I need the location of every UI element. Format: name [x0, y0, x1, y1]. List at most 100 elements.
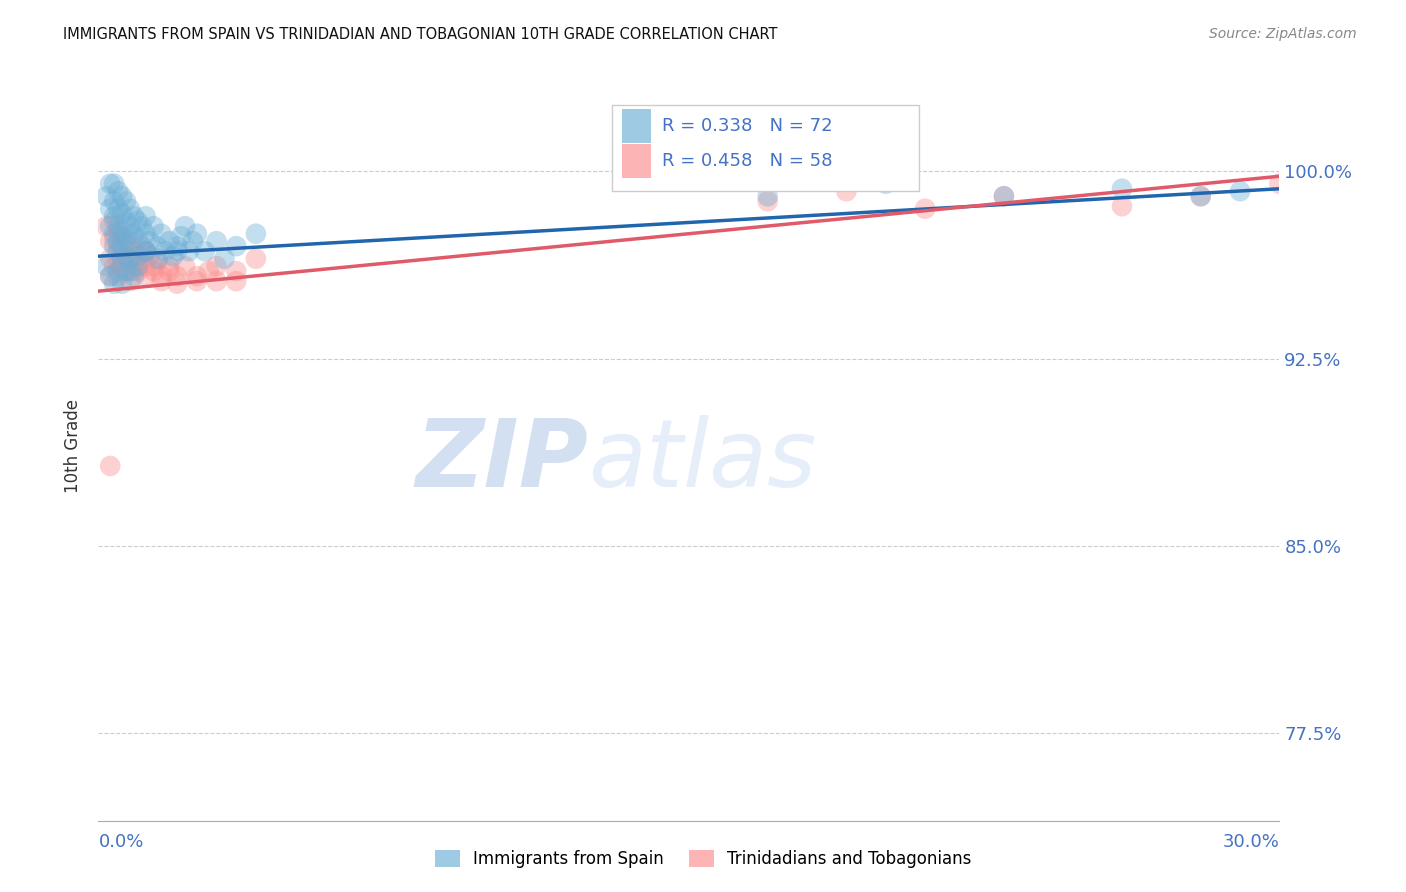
Point — [98, 269, 121, 284]
Point — [98, 252, 121, 266]
Point — [122, 269, 145, 284]
Text: Source: ZipAtlas.com: Source: ZipAtlas.com — [1209, 27, 1357, 41]
Point — [115, 264, 138, 278]
Point — [111, 259, 134, 273]
Point — [225, 239, 247, 253]
Point — [177, 244, 200, 259]
Point — [142, 219, 165, 234]
Point — [98, 458, 121, 473]
Point — [107, 234, 129, 248]
Point — [194, 244, 217, 259]
Point — [96, 259, 118, 273]
Point — [205, 274, 228, 288]
Point — [135, 244, 157, 259]
Point — [115, 194, 138, 209]
Point — [98, 269, 121, 284]
Text: ZIP: ZIP — [416, 415, 589, 507]
Point — [122, 227, 145, 241]
Point — [150, 227, 173, 241]
Point — [127, 259, 149, 273]
Point — [1229, 184, 1251, 198]
Point — [135, 269, 157, 284]
Point — [103, 239, 125, 253]
Point — [98, 202, 121, 216]
Point — [107, 202, 129, 216]
Point — [98, 177, 121, 191]
Point — [107, 257, 129, 271]
FancyBboxPatch shape — [621, 109, 651, 143]
Point — [166, 244, 188, 259]
Point — [186, 274, 208, 288]
Point — [118, 219, 141, 234]
FancyBboxPatch shape — [621, 145, 651, 178]
Point — [115, 249, 138, 263]
Point — [107, 244, 129, 259]
Point — [111, 239, 134, 253]
Point — [135, 259, 157, 273]
Point — [205, 259, 228, 273]
Point — [205, 234, 228, 248]
Point — [103, 232, 125, 246]
Point — [756, 194, 779, 209]
Point — [174, 219, 197, 234]
Point — [135, 227, 157, 241]
Point — [875, 177, 897, 191]
Point — [142, 259, 165, 273]
FancyBboxPatch shape — [612, 105, 920, 191]
Point — [155, 244, 177, 259]
Point — [103, 214, 125, 228]
Point — [115, 214, 138, 228]
Point — [111, 277, 134, 291]
Point — [103, 277, 125, 291]
Text: R = 0.338   N = 72: R = 0.338 N = 72 — [662, 117, 832, 135]
Point — [993, 189, 1015, 203]
Point — [115, 264, 138, 278]
Point — [1111, 182, 1133, 196]
Point — [96, 189, 118, 203]
Point — [111, 252, 134, 266]
Point — [162, 249, 184, 263]
Point — [118, 264, 141, 278]
Point — [166, 277, 188, 291]
Point — [118, 252, 141, 266]
Point — [135, 244, 157, 259]
Point — [96, 219, 118, 234]
Point — [186, 227, 208, 241]
Point — [146, 254, 169, 268]
Point — [756, 189, 779, 203]
Point — [103, 209, 125, 223]
Point — [127, 264, 149, 278]
Point — [181, 234, 204, 248]
Point — [107, 224, 129, 238]
Point — [103, 194, 125, 209]
Text: R = 0.458   N = 58: R = 0.458 N = 58 — [662, 153, 832, 170]
Point — [98, 234, 121, 248]
Point — [157, 234, 180, 248]
Point — [111, 244, 134, 259]
Y-axis label: 10th Grade: 10th Grade — [65, 399, 83, 493]
Point — [138, 234, 160, 248]
Point — [122, 264, 145, 278]
Point — [118, 239, 141, 253]
Point — [127, 254, 149, 268]
Point — [111, 189, 134, 203]
Point — [127, 214, 149, 228]
Point — [835, 184, 858, 198]
Point — [135, 244, 157, 259]
Point — [135, 209, 157, 223]
Point — [107, 269, 129, 284]
Point — [146, 252, 169, 266]
Point — [225, 274, 247, 288]
Point — [245, 252, 267, 266]
Point — [103, 227, 125, 241]
Point — [245, 227, 267, 241]
Point — [111, 207, 134, 221]
Point — [107, 219, 129, 234]
Point — [1189, 189, 1212, 203]
Point — [107, 184, 129, 198]
Point — [197, 264, 219, 278]
Point — [98, 219, 121, 234]
Point — [150, 269, 173, 284]
Text: 30.0%: 30.0% — [1223, 833, 1279, 851]
Point — [914, 202, 936, 216]
